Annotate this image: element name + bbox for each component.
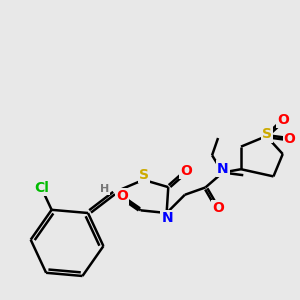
Text: S: S [262,128,272,142]
Text: O: O [284,133,296,146]
Text: N: N [217,161,229,176]
Text: H: H [100,184,109,194]
Text: S: S [139,168,149,182]
Text: O: O [116,189,128,203]
Text: O: O [277,112,289,127]
Text: Cl: Cl [34,181,49,195]
Text: O: O [180,164,192,178]
Text: N: N [161,211,173,225]
Text: O: O [212,201,224,215]
